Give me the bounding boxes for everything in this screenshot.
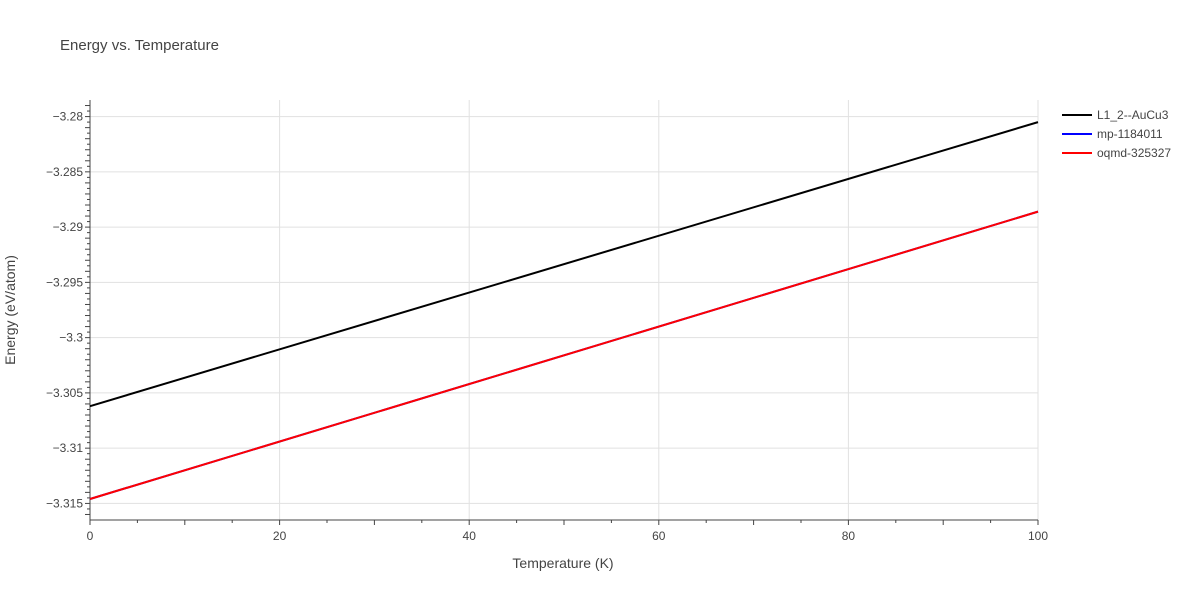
x-tick-label: 0 [87,529,94,543]
y-tick-label: −3.28 [53,110,84,124]
series-line-oqmd-325327 [89,210,1039,500]
y-tick-label: −3.285 [46,165,83,179]
x-tick-label: 80 [842,529,856,543]
x-tick-label: 20 [273,529,287,543]
y-tick-label: −3.295 [46,275,83,289]
y-tick-label: −3.31 [53,441,84,455]
legend-label: L1_2--AuCu3 [1097,108,1169,122]
x-tick-label: 100 [1028,529,1048,543]
x-axis-title: Temperature (K) [512,555,613,571]
y-tick-label: −3.305 [46,386,83,400]
plot-area [89,121,1039,500]
y-tick-label: −3.29 [53,220,84,234]
grid-lines [90,100,1039,520]
legend-item[interactable]: L1_2--AuCu3 [1062,108,1169,122]
y-tick-label: −3.3 [59,331,83,345]
legend[interactable]: L1_2--AuCu3 mp-1184011 oqmd-325327 [1062,108,1171,160]
legend-item[interactable]: mp-1184011 [1062,127,1163,141]
legend-label: oqmd-325327 [1097,146,1171,160]
legend-item[interactable]: oqmd-325327 [1062,146,1171,160]
x-tick-label: 40 [463,529,477,543]
y-axis-title: Energy (eV/atom) [2,255,18,365]
legend-label: mp-1184011 [1097,127,1163,141]
series-line-L1_2--AuCu3 [89,121,1039,408]
y-tick-label: −3.315 [46,496,83,510]
chart-title: Energy vs. Temperature [60,37,219,54]
axes: 0 20 40 60 80 100 −3.315 −3.31 −3.305 −3.3 −3.295 −… [46,100,1048,543]
x-tick-label: 60 [652,529,666,543]
